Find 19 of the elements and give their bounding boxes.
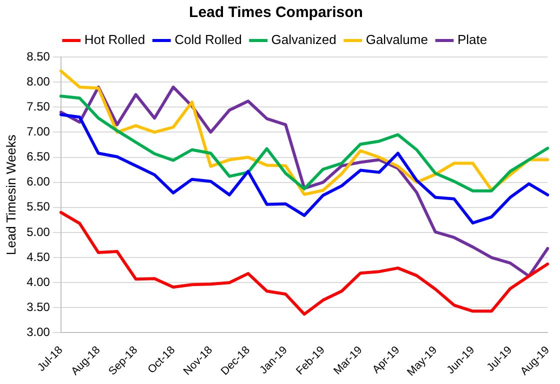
y-tick-label: 3.00 — [26, 325, 50, 340]
y-tick-label: 8.00 — [26, 74, 50, 88]
y-tick-label: 3.50 — [26, 300, 50, 314]
y-tick-label: 6.50 — [26, 150, 50, 164]
y-axis-title: Lead Timesin Weeks — [3, 134, 18, 256]
y-tick-label: 8.50 — [26, 49, 50, 64]
y-tick-label: 5.00 — [26, 224, 50, 239]
legend-label: Galvanized — [271, 32, 336, 48]
legend-label: Galvalume — [366, 32, 428, 48]
y-tick-label: 4.00 — [26, 274, 50, 289]
chart-title: Lead Times Comparison — [189, 4, 363, 22]
legend-label: Plate — [457, 32, 488, 48]
legend-label: Cold Rolled — [174, 32, 242, 48]
y-tick-label: 6.00 — [26, 174, 50, 189]
y-tick-label: 7.00 — [26, 124, 50, 139]
y-tick-label: 4.50 — [26, 250, 50, 264]
legend-label: Hot Rolled — [84, 32, 146, 48]
y-tick-label: 7.50 — [26, 99, 50, 114]
y-tick-label: 5.50 — [26, 200, 50, 214]
